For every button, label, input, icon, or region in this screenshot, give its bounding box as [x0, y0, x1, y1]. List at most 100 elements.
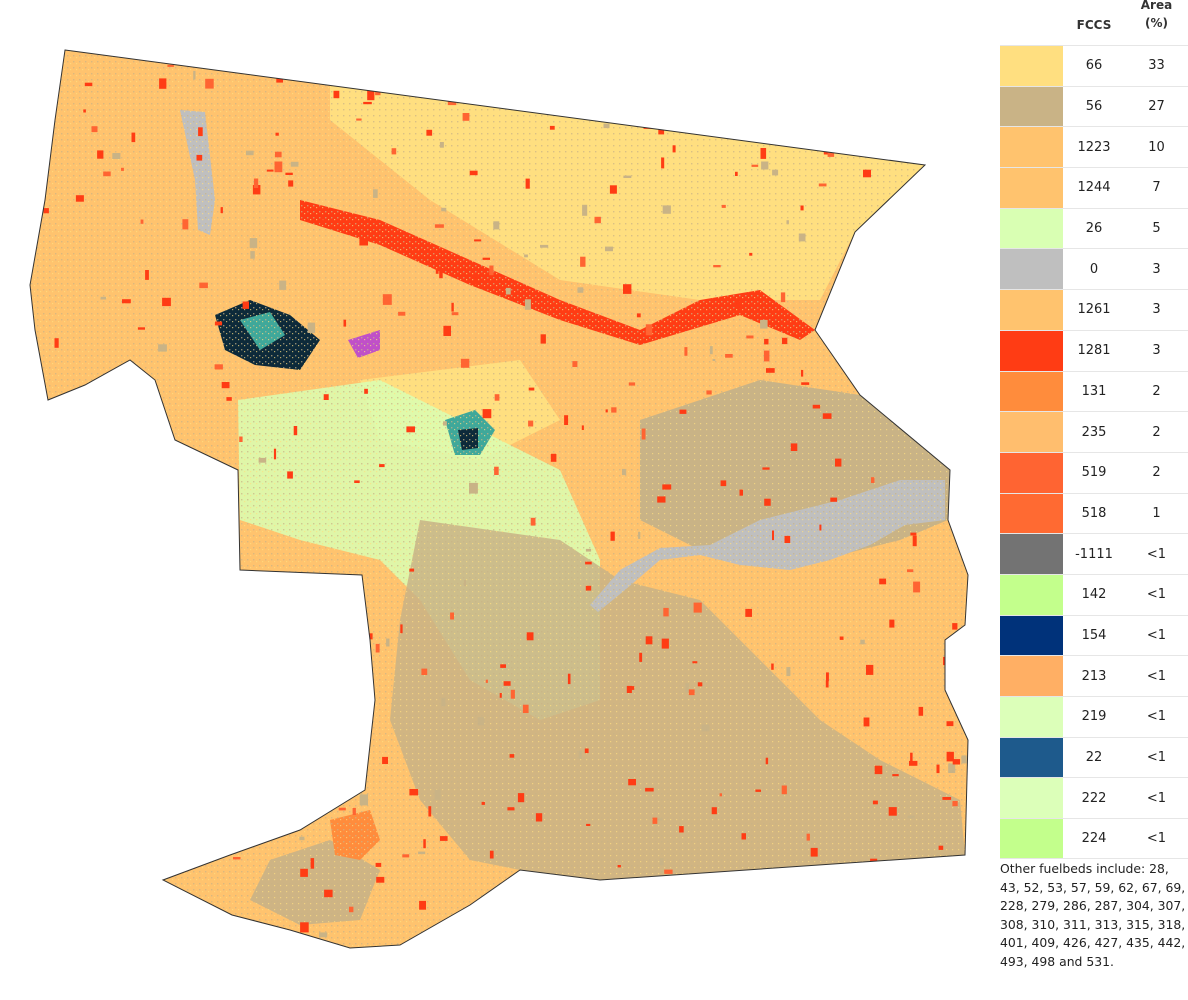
fuel-speck	[62, 658, 71, 666]
fuel-speck	[808, 913, 811, 917]
fuel-speck	[960, 856, 968, 860]
fuel-speck	[725, 354, 733, 358]
fuel-speck	[474, 239, 482, 242]
fuel-speck	[602, 109, 611, 114]
legend-swatch	[1000, 290, 1063, 330]
fuel-speck	[912, 535, 917, 547]
fuel-speck	[550, 453, 557, 462]
fuel-speck	[603, 123, 610, 129]
legend-row: 154 <1	[1000, 614, 1188, 656]
legend-swatch	[1000, 615, 1063, 656]
legend-fccs-code: 56	[1085, 99, 1103, 115]
legend-area-value: <1	[1146, 790, 1167, 806]
fuel-speck	[830, 497, 838, 502]
fuel-speck	[540, 334, 546, 344]
fuel-speck	[617, 88, 622, 91]
fuel-speck	[477, 717, 485, 726]
fuel-speck	[911, 928, 914, 934]
fuel-speck	[535, 813, 543, 822]
fuel-speck	[626, 685, 632, 693]
fuel-speck	[577, 287, 584, 293]
fuel-speck	[712, 359, 716, 361]
fuel-speck	[182, 219, 189, 230]
fuel-speck	[564, 415, 569, 425]
legend-row: 224 <1	[1000, 818, 1188, 859]
fuel-speck	[205, 78, 214, 89]
legend-area-value: 2	[1152, 465, 1161, 481]
fuel-speck	[482, 257, 490, 260]
fuel-speck	[443, 421, 447, 426]
fuel-speck	[299, 836, 305, 841]
fuel-speck	[450, 612, 454, 620]
fuel-speck	[580, 256, 586, 267]
legend-fccs-code: 219	[1081, 709, 1107, 725]
fuel-speck	[494, 466, 499, 475]
fuel-speck	[952, 801, 958, 807]
fuel-speck	[855, 341, 859, 344]
legend-fccs-code: 213	[1081, 668, 1107, 684]
fuel-speck	[782, 337, 788, 345]
fuel-speck	[185, 526, 190, 530]
fuel-speck	[285, 172, 293, 175]
fuel-speck	[952, 759, 961, 765]
legend-swatch	[1000, 168, 1063, 208]
fuel-speck	[636, 313, 641, 318]
fuel-speck	[605, 409, 608, 413]
fuel-speck	[684, 347, 688, 356]
legend-row: 1261 3	[1000, 289, 1188, 330]
fuel-speck	[938, 845, 944, 850]
fuel-speck	[489, 850, 494, 859]
fuel-speck	[910, 752, 913, 761]
fuel-speck	[856, 61, 861, 70]
fuel-speck	[889, 294, 892, 297]
fuel-speck	[734, 107, 739, 115]
legend-row: 518 1	[1000, 492, 1188, 534]
fuel-speck	[469, 482, 478, 494]
fuel-speck	[113, 536, 122, 544]
fuel-speck	[822, 413, 832, 419]
fuel-speck	[762, 467, 770, 470]
fuel-speck	[253, 178, 259, 188]
fuel-speck	[902, 307, 907, 311]
fuel-speck	[869, 340, 875, 346]
fuel-speck	[214, 321, 223, 326]
fuel-speck	[940, 911, 947, 914]
fuel-speck	[268, 708, 273, 719]
fuel-speck	[818, 183, 827, 187]
fuel-speck	[258, 457, 267, 463]
fuel-speck	[639, 652, 643, 662]
fuel-speck	[909, 760, 918, 766]
legend-header: FCCS Area (%)	[1000, 0, 1188, 45]
fuel-speck	[376, 876, 385, 883]
fuel-speck	[685, 683, 689, 693]
fuel-speck	[798, 233, 806, 242]
fuel-speck	[870, 858, 878, 866]
fuel-speck	[226, 397, 232, 401]
fuel-speck	[837, 291, 846, 303]
legend-fccs-code: 519	[1081, 465, 1107, 481]
fuel-speck	[320, 218, 323, 225]
fuel-speck	[302, 720, 308, 728]
fuel-speck	[191, 858, 196, 869]
fuel-speck	[838, 94, 848, 103]
legend-row: 213 <1	[1000, 655, 1188, 696]
legend-area-value: 2	[1152, 383, 1161, 399]
fuel-speck	[952, 623, 958, 630]
legend-row: 22 <1	[1000, 736, 1188, 778]
fuel-speck	[375, 643, 380, 653]
fuel-speck	[505, 287, 511, 295]
fuel-speck	[409, 789, 419, 796]
fuel-speck	[825, 680, 829, 688]
fuel-speck	[121, 167, 124, 171]
fuel-speck	[622, 53, 629, 58]
fuel-speck	[864, 360, 867, 368]
legend-row: 1281 3	[1000, 329, 1188, 371]
fuel-speck	[948, 763, 956, 773]
legend-swatch	[1000, 371, 1063, 412]
fuel-speck	[87, 631, 95, 638]
legend-area-value: 7	[1152, 180, 1161, 196]
legend-fccs-code: 1261	[1077, 302, 1111, 318]
fuel-speck	[679, 409, 687, 414]
legend-area-value: 2	[1152, 424, 1161, 440]
legend-swatch	[1000, 452, 1063, 493]
